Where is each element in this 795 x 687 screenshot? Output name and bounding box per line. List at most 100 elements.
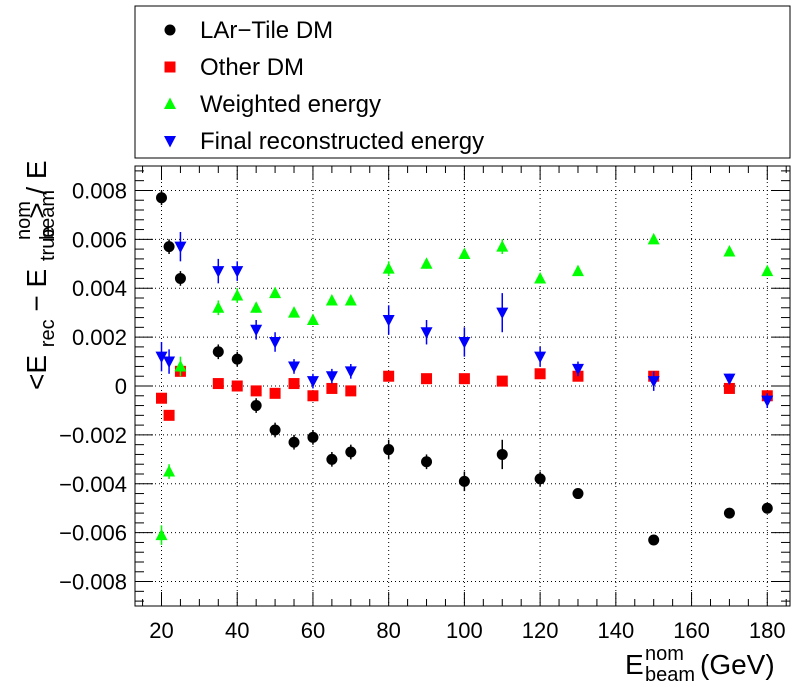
- legend-label: Other DM: [200, 54, 304, 81]
- x-axis-title-sup: nom: [645, 643, 684, 665]
- data-point: [250, 301, 263, 313]
- y-axis-title-rhs: > / E: [21, 160, 52, 218]
- data-point: [382, 315, 395, 327]
- data-point: [269, 337, 282, 349]
- data-point: [163, 241, 175, 253]
- data-point: [534, 368, 546, 380]
- data-point: [163, 465, 176, 477]
- x-tick-label: 120: [522, 618, 559, 643]
- y-axis-title-mid-sub: true: [37, 227, 59, 261]
- legend-entry: Other DM: [164, 54, 304, 81]
- plot-area: [134, 165, 791, 607]
- y-axis-title-lhs-sub: rec: [37, 319, 59, 347]
- y-tick-label: 0.004: [72, 276, 127, 301]
- x-axis-title-main: E: [625, 649, 644, 680]
- data-point: [212, 378, 224, 390]
- data-point: [326, 453, 338, 465]
- data-point: [383, 444, 395, 456]
- y-tick-label: 0: [115, 374, 127, 399]
- data-point: [155, 528, 168, 541]
- x-axis-title-sub: beam: [645, 664, 695, 686]
- data-point: [723, 245, 736, 257]
- data-point: [458, 337, 471, 349]
- data-point: [174, 359, 187, 372]
- y-tick-label: 0.008: [72, 178, 127, 203]
- data-point: [723, 373, 736, 386]
- legend-entry: Weighted energy: [164, 91, 381, 118]
- data-point: [496, 448, 508, 460]
- svg-text:<E rec − E: <E rec − E true > / E: [21, 160, 60, 390]
- y-tick-label: 0.006: [72, 227, 127, 252]
- legend-marker: [164, 136, 176, 148]
- data-point: [496, 307, 509, 320]
- data-point: [571, 264, 584, 277]
- data-point: [269, 387, 281, 399]
- data-point: [174, 241, 187, 254]
- data-point: [383, 370, 395, 382]
- plot-background: [135, 166, 790, 606]
- x-tick-label: 20: [149, 618, 173, 643]
- series-triangle-up: [155, 232, 774, 545]
- data-point: [250, 400, 262, 412]
- data-point: [420, 327, 433, 339]
- legend-label: Final reconstructed energy: [200, 128, 484, 155]
- data-point: [325, 293, 338, 306]
- data-point: [269, 286, 282, 299]
- y-tick-label: −0.008: [59, 570, 127, 595]
- y-axis-title-lhs: <E: [21, 355, 52, 390]
- data-point: [212, 301, 225, 313]
- svg-text:E: E: [625, 649, 644, 680]
- legend-frame: [134, 5, 791, 159]
- data-point: [325, 371, 338, 383]
- data-point: [420, 257, 433, 269]
- data-point: [231, 353, 243, 365]
- y-axis-title-rhs-sub: beam: [37, 190, 59, 240]
- data-point: [571, 363, 584, 376]
- x-tick-label: 40: [225, 618, 249, 643]
- data-point: [761, 395, 774, 408]
- data-point: [344, 293, 357, 306]
- y-axis-title-rhs-sup: nom: [13, 201, 35, 240]
- data-point: [306, 313, 319, 325]
- data-point: [307, 390, 319, 402]
- series-triangle-down: [155, 232, 774, 408]
- legend-marker: [164, 61, 176, 73]
- data-point: [496, 240, 509, 252]
- legend-entry: Final reconstructed energy: [164, 128, 484, 155]
- legend-marker: [164, 24, 176, 36]
- x-tick-label: 100: [446, 618, 483, 643]
- data-point: [231, 266, 244, 278]
- x-axis-title: E nom beam (GeV): [625, 643, 775, 686]
- data-point: [163, 409, 175, 421]
- data-point: [761, 264, 774, 277]
- tick-labels: 20 40 60 80 100 120 140 160 180 −0.008 −0.006 −0.00…: [59, 178, 786, 643]
- data-point: [326, 382, 338, 394]
- data-point: [156, 392, 168, 404]
- data-point: [163, 356, 176, 369]
- data-point: [534, 351, 547, 364]
- data-point: [647, 376, 660, 388]
- data-point: [212, 266, 225, 278]
- plot-frame: [134, 165, 791, 607]
- data-point: [496, 375, 508, 387]
- x-tick-label: 160: [673, 618, 710, 643]
- data-point: [174, 272, 186, 284]
- axis-ticks: [135, 166, 790, 606]
- data-point: [534, 473, 546, 485]
- data-point: [458, 475, 470, 487]
- legend: LAr−Tile DM Other DM Weighted energy Final …: [134, 5, 791, 159]
- data-point: [288, 378, 300, 390]
- data-point: [458, 247, 471, 259]
- data-point: [421, 373, 433, 385]
- x-tick-label: 180: [749, 618, 786, 643]
- y-tick-label: −0.004: [59, 472, 127, 497]
- data-point: [250, 324, 263, 337]
- legend-label: LAr−Tile DM: [200, 17, 333, 44]
- data-point: [306, 376, 319, 388]
- data-point: [648, 534, 660, 546]
- data-series: [155, 190, 774, 546]
- data-point: [345, 446, 357, 458]
- y-axis-title-mid: − E: [21, 269, 52, 312]
- data-point: [458, 373, 470, 385]
- data-point: [307, 431, 319, 443]
